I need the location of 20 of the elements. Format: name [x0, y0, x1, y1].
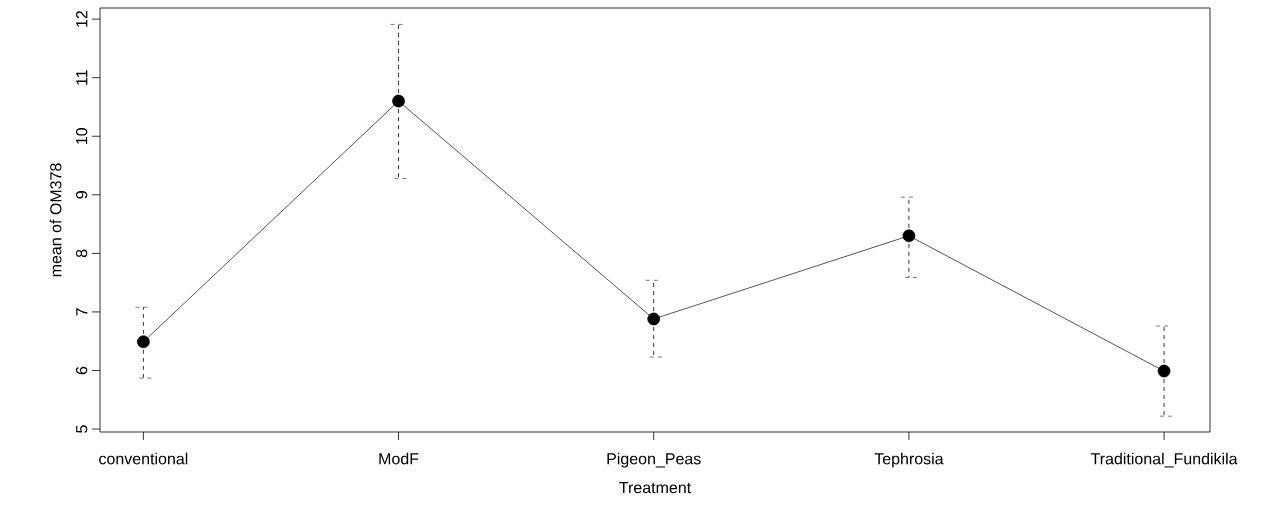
y-tick-label: 10	[75, 127, 88, 144]
x-tick-label: Tephrosia	[874, 452, 944, 468]
y-tick-label: 7	[76, 308, 88, 316]
point	[137, 335, 150, 349]
x-tick-label: Traditional_Fundikila	[1090, 452, 1238, 468]
y-tick-label: 6	[75, 366, 88, 375]
x-axis-title: Treatment	[619, 482, 692, 494]
x-tick-label: conventional	[99, 452, 188, 465]
y-axis-title: mean of OM378	[49, 163, 62, 277]
point	[647, 312, 661, 326]
y-tick-label: 8	[75, 249, 88, 258]
x-tick-label: ModF	[379, 452, 419, 465]
y-tick-label: 11	[76, 70, 88, 85]
y-tick-label: 5	[76, 425, 88, 433]
x-tick-label: Pigeon_Peas	[607, 452, 701, 468]
point	[902, 229, 916, 243]
y-tick-label: 12	[76, 11, 88, 27]
point	[392, 94, 405, 108]
point	[1157, 364, 1171, 378]
y-tick-label: 9	[75, 191, 88, 199]
